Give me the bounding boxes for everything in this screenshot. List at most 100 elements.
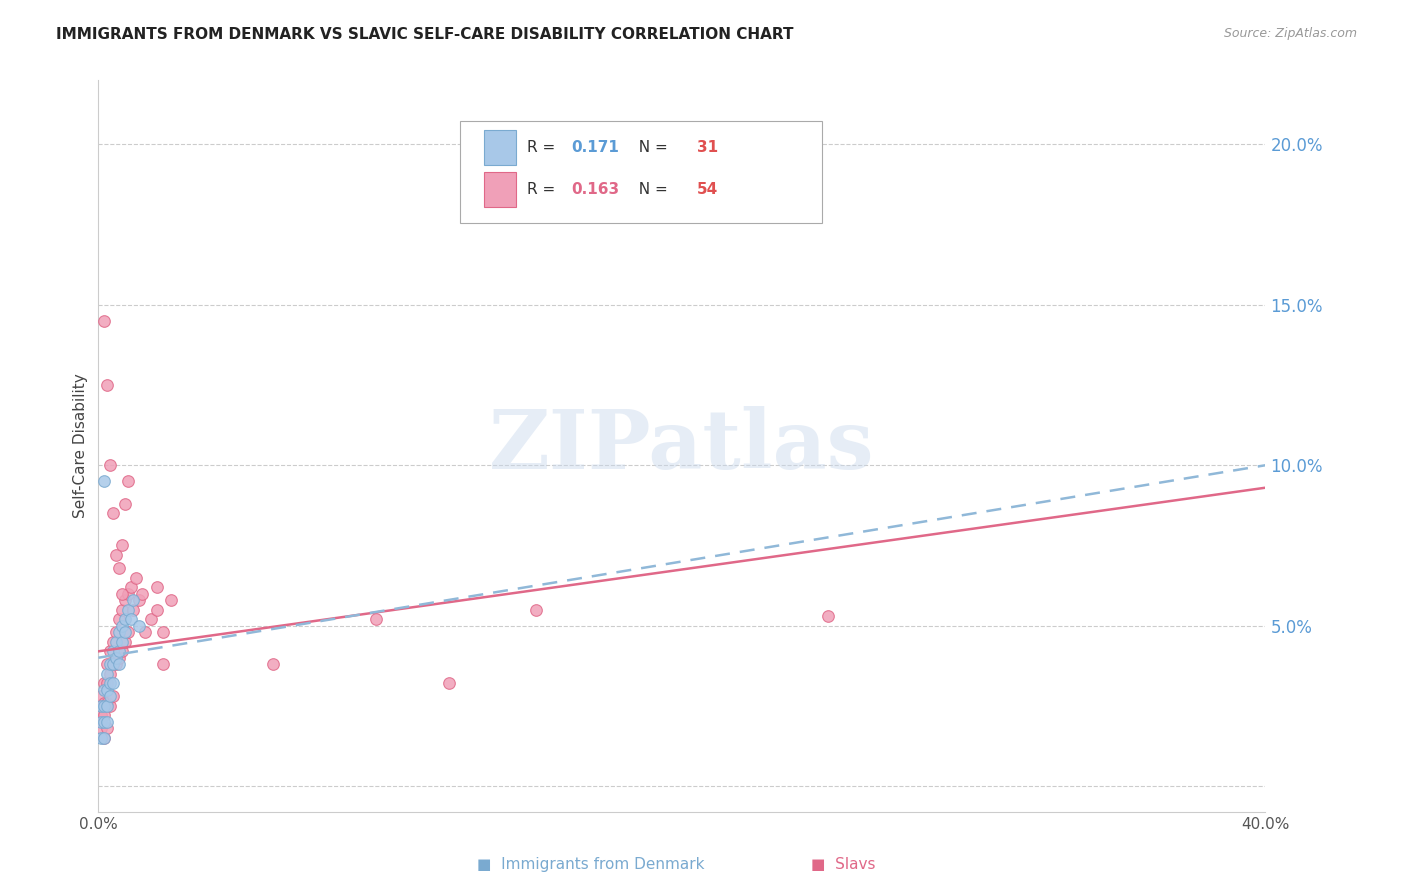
Point <box>96 378 118 392</box>
Point <box>125 570 148 584</box>
Text: R =: R = <box>527 182 560 197</box>
Text: ■  Slavs: ■ Slavs <box>811 857 876 872</box>
Point <box>93 731 115 745</box>
Point <box>108 657 131 672</box>
Text: IMMIGRANTS FROM DENMARK VS SLAVIC SELF-CARE DISABILITY CORRELATION CHART: IMMIGRANTS FROM DENMARK VS SLAVIC SELF-C… <box>56 27 794 42</box>
Text: R =: R = <box>527 140 560 155</box>
Point <box>96 657 118 672</box>
Point <box>98 657 121 672</box>
Text: ZIPatlas: ZIPatlas <box>489 406 875 486</box>
Point <box>93 731 115 745</box>
Point <box>117 586 139 600</box>
Point <box>101 657 124 672</box>
Point <box>146 602 169 616</box>
Point <box>160 593 183 607</box>
Point <box>111 538 134 552</box>
Point <box>111 586 134 600</box>
Point <box>93 714 115 729</box>
Point <box>128 593 150 607</box>
Point <box>108 650 131 665</box>
Point <box>98 690 121 704</box>
FancyBboxPatch shape <box>460 120 823 223</box>
Point <box>93 682 115 697</box>
Point <box>524 602 547 616</box>
Point <box>146 580 169 594</box>
Text: 54: 54 <box>697 182 718 197</box>
Point <box>120 580 142 594</box>
Point <box>104 548 127 562</box>
Point <box>96 696 118 710</box>
Point <box>122 593 145 607</box>
Point <box>101 507 124 521</box>
Point <box>104 650 127 665</box>
Text: Source: ZipAtlas.com: Source: ZipAtlas.com <box>1223 27 1357 40</box>
Point <box>96 714 118 729</box>
Point <box>817 609 839 624</box>
Point <box>120 612 142 626</box>
Point <box>152 657 174 672</box>
Point <box>108 625 131 640</box>
Point <box>93 708 115 723</box>
Text: N =: N = <box>630 140 673 155</box>
Point <box>131 586 153 600</box>
Point <box>93 696 115 710</box>
Point <box>104 625 127 640</box>
Point <box>114 612 136 626</box>
Point <box>364 612 387 626</box>
Point <box>101 690 124 704</box>
Text: 0.171: 0.171 <box>571 140 619 155</box>
Point <box>108 644 131 658</box>
Bar <box>484 171 516 207</box>
Point <box>93 698 115 713</box>
Point <box>98 666 121 681</box>
Point <box>139 612 162 626</box>
Point <box>90 708 112 723</box>
Point <box>114 497 136 511</box>
Text: 31: 31 <box>697 140 718 155</box>
Point <box>134 625 156 640</box>
Point <box>90 698 112 713</box>
Point <box>262 657 284 672</box>
Point <box>152 625 174 640</box>
Point <box>128 618 150 632</box>
Point <box>98 458 121 473</box>
Point <box>96 682 118 697</box>
Point <box>111 602 134 616</box>
Point <box>117 475 139 489</box>
Point <box>101 676 124 690</box>
Bar <box>484 130 516 165</box>
Point <box>90 721 112 735</box>
Text: ■  Immigrants from Denmark: ■ Immigrants from Denmark <box>477 857 704 872</box>
Point <box>111 644 134 658</box>
Point <box>122 602 145 616</box>
Point <box>98 676 121 690</box>
Point <box>90 690 112 704</box>
Point <box>104 657 127 672</box>
Point <box>101 644 124 658</box>
Text: N =: N = <box>630 182 673 197</box>
Point <box>96 698 118 713</box>
Point <box>101 657 124 672</box>
Point <box>437 676 460 690</box>
Point <box>104 634 127 648</box>
Point <box>114 593 136 607</box>
Point <box>90 714 112 729</box>
Point <box>101 634 124 648</box>
Point <box>98 698 121 713</box>
Point <box>93 314 115 328</box>
Point <box>114 634 136 648</box>
Point <box>117 625 139 640</box>
Point <box>108 561 131 575</box>
Point <box>117 602 139 616</box>
Point <box>96 666 118 681</box>
Point <box>93 676 115 690</box>
Point <box>111 634 134 648</box>
Point <box>98 644 121 658</box>
Point <box>90 731 112 745</box>
Y-axis label: Self-Care Disability: Self-Care Disability <box>73 374 89 518</box>
Point <box>96 676 118 690</box>
Point <box>93 475 115 489</box>
Point <box>111 618 134 632</box>
Point <box>108 612 131 626</box>
Point <box>96 721 118 735</box>
